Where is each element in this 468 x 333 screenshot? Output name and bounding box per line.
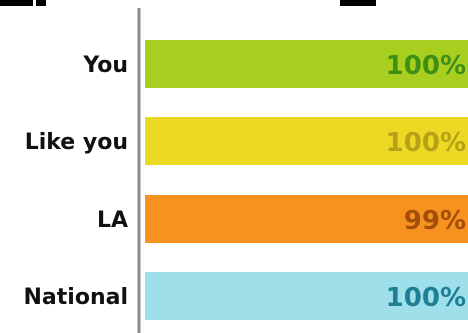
bar-la (145, 195, 468, 243)
category-label-you: You (82, 53, 128, 78)
bar-you (145, 40, 468, 88)
category-label-like-you: Like you (25, 130, 128, 155)
value-labels: 100% 100% 99% 100% (386, 51, 466, 313)
category-label-national: National (24, 285, 128, 310)
bar-like-you (145, 117, 468, 165)
value-label-you: 100% (386, 51, 466, 81)
bars-group (145, 40, 468, 320)
value-label-like-you: 100% (386, 128, 466, 158)
category-labels: You Like you LA National (24, 53, 128, 310)
value-label-la: 99% (404, 206, 466, 236)
value-label-national: 100% (386, 283, 466, 313)
cropped-title-fragment (0, 0, 376, 6)
bar-national (145, 272, 468, 320)
category-label-la: LA (97, 208, 128, 233)
